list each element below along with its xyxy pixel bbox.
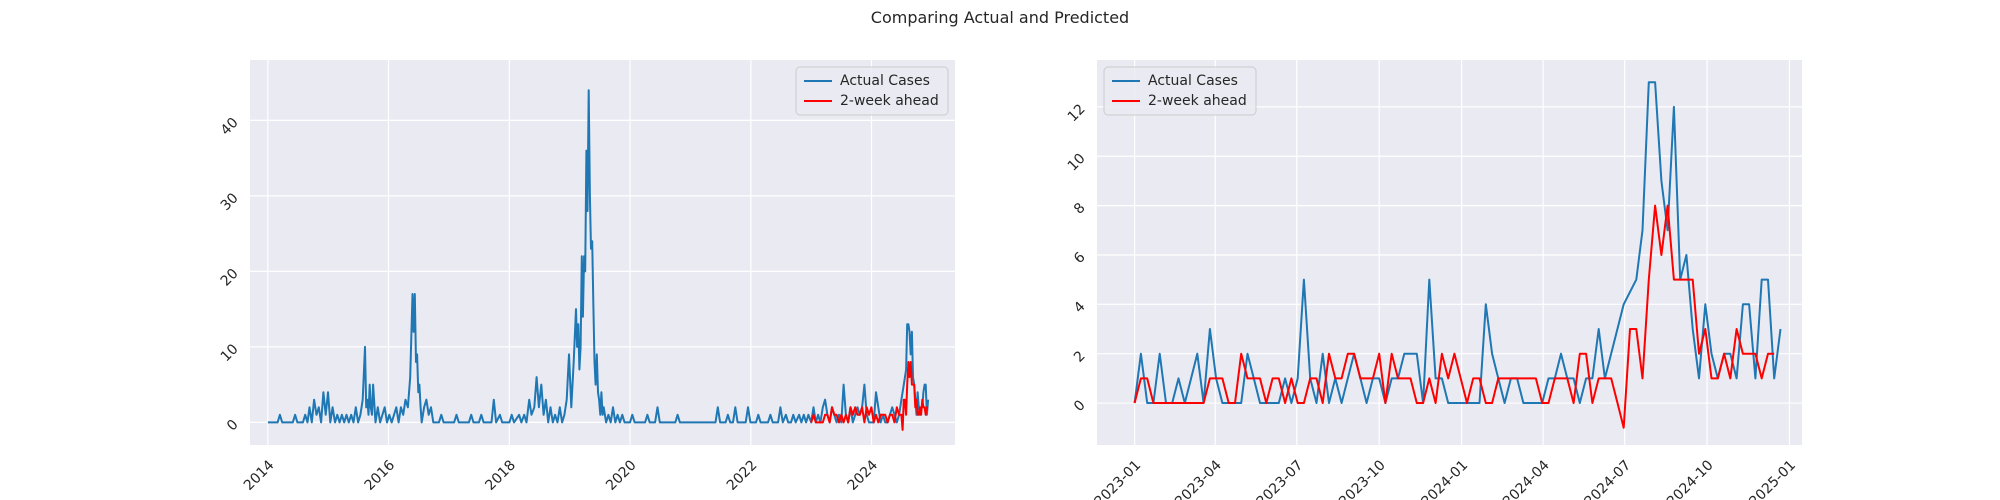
x-tick-label: 2023-04 <box>1172 457 1225 500</box>
y-tick-label: 0 <box>224 417 242 435</box>
x-tick-label: 2022 <box>724 457 761 494</box>
plot-area <box>250 60 955 445</box>
chart-panel-1: 0 10 20 30 40 2014 2016 2018 2020 2022 2024 Actual … <box>218 60 955 494</box>
series-line-2 <box>1133 204 1775 429</box>
y-tick-label: 12 <box>1065 101 1089 125</box>
x-tick-label: 2024-10 <box>1664 457 1717 500</box>
y-tick-label: 2 <box>1071 348 1089 366</box>
series-line-2 <box>810 361 929 431</box>
x-tick-label: 2020 <box>603 457 640 494</box>
x-tick-label: 2018 <box>482 457 519 494</box>
series-line-1 <box>1133 81 1782 404</box>
legend-label: Actual Cases <box>1148 73 1238 89</box>
legend-label: Actual Cases <box>840 73 930 89</box>
x-tick-label: 2023-10 <box>1336 457 1389 500</box>
plot-area <box>1097 60 1802 445</box>
x-tick-label: 2024 <box>845 457 882 494</box>
x-tick-label: 2024-01 <box>1419 457 1472 500</box>
x-tick-label: 2014 <box>241 457 278 494</box>
y-tick-label: 10 <box>1065 151 1089 175</box>
y-tick-label: 6 <box>1071 249 1089 267</box>
chart-panel-2: 0 2 4 6 8 10 12 2023-01 2023-04 2023-07 2023-10 202… <box>1065 60 1802 500</box>
y-tick-label: 10 <box>218 341 242 365</box>
y-tick-label: 4 <box>1071 299 1089 317</box>
x-tick-label: 2024-07 <box>1582 457 1635 500</box>
x-tick-label: 2023-07 <box>1254 457 1307 500</box>
figure-title: Comparing Actual and Predicted <box>870 8 1130 27</box>
y-tick-label: 8 <box>1071 200 1089 218</box>
legend-label: 2-week ahead <box>840 93 939 109</box>
legend: Actual Cases 2-week ahead <box>1103 66 1257 116</box>
legend: Actual Cases 2-week ahead <box>795 66 949 116</box>
y-tick-label: 30 <box>218 190 242 214</box>
x-tick-label: 2024-04 <box>1500 457 1553 500</box>
x-tick-label: 2016 <box>362 457 399 494</box>
x-tick-label: 2023-01 <box>1092 457 1145 500</box>
x-tick-label: 2025-01 <box>1746 457 1799 500</box>
y-tick-label: 40 <box>218 115 242 139</box>
legend-label: 2-week ahead <box>1148 93 1247 109</box>
legend-box <box>795 66 949 116</box>
y-tick-label: 0 <box>1071 397 1089 415</box>
legend-box <box>1103 66 1257 116</box>
y-tick-label: 20 <box>218 266 242 290</box>
